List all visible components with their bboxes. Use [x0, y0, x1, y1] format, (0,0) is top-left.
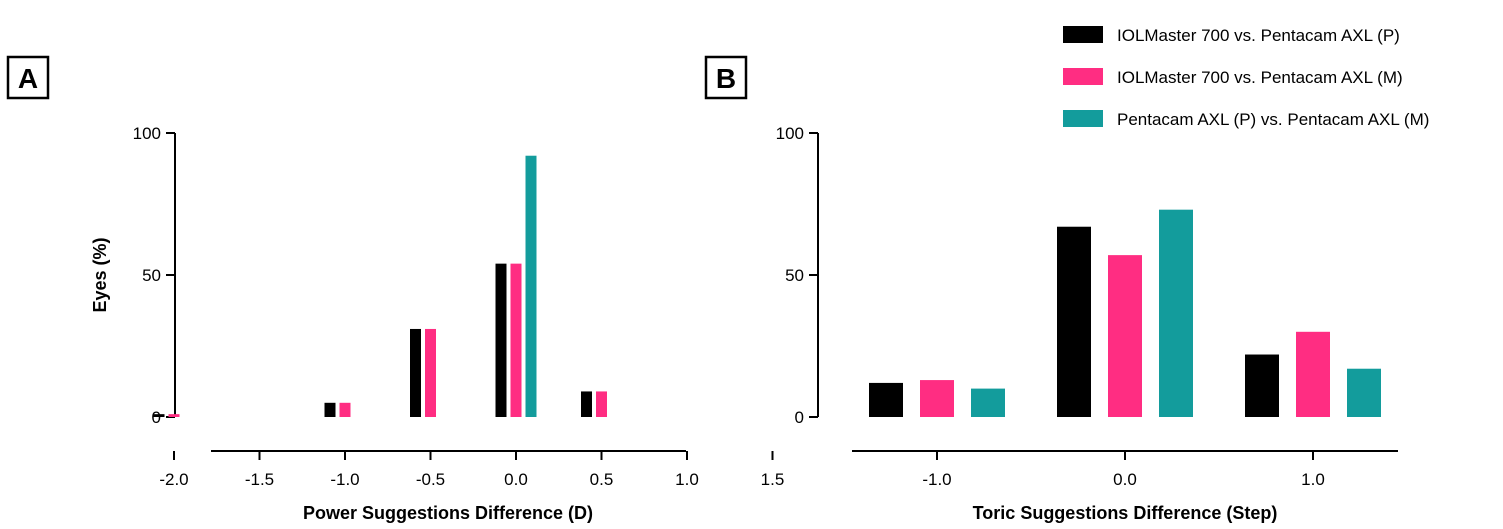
chart-a-bar-m — [168, 414, 180, 417]
chart-a-y-tick-label: 0 — [152, 408, 161, 427]
chart-a-y-tick-label: 50 — [142, 266, 161, 285]
legend-label-pm: Pentacam AXL (P) vs. Pentacam AXL (M) — [1117, 110, 1429, 129]
chart-b-bar-pm — [971, 388, 1005, 417]
chart-a-bars — [153, 155, 607, 417]
panel-a-letter: A — [6, 55, 50, 100]
chart-b-y-tick-label: 100 — [776, 124, 804, 143]
chart-b-x-label: Toric Suggestions Difference (Step) — [973, 503, 1278, 523]
legend-label-p: IOLMaster 700 vs. Pentacam AXL (P) — [1117, 26, 1400, 45]
chart-a-x-tick-label: 0.0 — [504, 470, 528, 489]
panel-a-letter-box — [6, 55, 50, 100]
chart-b-bar-pm — [1347, 368, 1381, 417]
chart-a-x-tick-label: -1.0 — [330, 470, 359, 489]
legend-label-m: IOLMaster 700 vs. Pentacam AXL (M) — [1117, 68, 1403, 87]
chart-b-bar-p — [1245, 354, 1279, 417]
panel-b-letter-text: B — [716, 63, 736, 94]
chart-a-x-tick-label: -1.5 — [245, 470, 274, 489]
chart-a-bar-m — [425, 328, 436, 417]
chart-b-y-tick-label: 0 — [795, 408, 804, 427]
chart-a-y-label: Eyes (%) — [90, 237, 110, 312]
chart-a-bar-p — [410, 328, 421, 417]
chart-a-bar-p — [495, 263, 507, 417]
chart-a: 0 50 100 -2.0 -1.5 -1.0 -0.5 0.0 0.5 1.0 1.5 Eyes… — [90, 124, 784, 523]
chart-a-x-tick-label: 1.5 — [761, 470, 785, 489]
chart-b-bars — [869, 209, 1381, 417]
chart-b-x-tick-label: 1.0 — [1301, 470, 1325, 489]
panel-b-letter: B — [704, 55, 748, 100]
chart-b-bar-m — [1296, 331, 1330, 417]
chart-a-x-ticks: -2.0 -1.5 -1.0 -0.5 0.0 0.5 1.0 1.5 — [159, 451, 784, 489]
chart-a-x-tick-label: 1.0 — [675, 470, 699, 489]
chart-a-y-tick-label: 100 — [133, 124, 161, 143]
chart-b: 0 50 100 -1.0 0.0 1.0 Toric Suggestions Diff… — [776, 124, 1398, 523]
chart-a-bar-m — [510, 263, 522, 417]
chart-b-bar-p — [869, 382, 903, 417]
legend: IOLMaster 700 vs. Pentacam AXL (P) IOLMas… — [1063, 26, 1429, 129]
chart-a-bar-m — [596, 391, 607, 417]
chart-b-bar-m — [920, 380, 954, 417]
chart-b-bar-m — [1108, 255, 1142, 417]
panel-a-letter-text: A — [18, 63, 38, 94]
legend-swatch-pm — [1063, 110, 1103, 127]
chart-b-bar-p — [1057, 226, 1091, 417]
chart-a-x-tick-label: -2.0 — [159, 470, 188, 489]
chart-a-bar-p — [153, 414, 165, 417]
chart-a-bar-pm — [525, 155, 537, 417]
chart-a-bar-m — [339, 402, 351, 417]
legend-swatch-m — [1063, 68, 1103, 85]
chart-b-y-ticks: 0 50 100 — [776, 124, 818, 427]
panel-b-letter-box — [704, 55, 748, 100]
chart-b-x-ticks: -1.0 0.0 1.0 — [922, 451, 1325, 489]
chart-b-bar-pm — [1159, 209, 1193, 417]
chart-a-x-label: Power Suggestions Difference (D) — [303, 503, 593, 523]
chart-a-x-tick-label: -0.5 — [416, 470, 445, 489]
legend-swatch-p — [1063, 26, 1103, 43]
chart-a-x-tick-label: 0.5 — [590, 470, 614, 489]
chart-b-x-tick-label: -1.0 — [922, 470, 951, 489]
chart-a-y-ticks: 0 50 100 — [133, 124, 175, 427]
chart-b-x-tick-label: 0.0 — [1113, 470, 1137, 489]
chart-b-y-tick-label: 50 — [785, 266, 804, 285]
chart-a-bar-p — [581, 391, 592, 417]
chart-a-bar-p — [324, 402, 336, 417]
